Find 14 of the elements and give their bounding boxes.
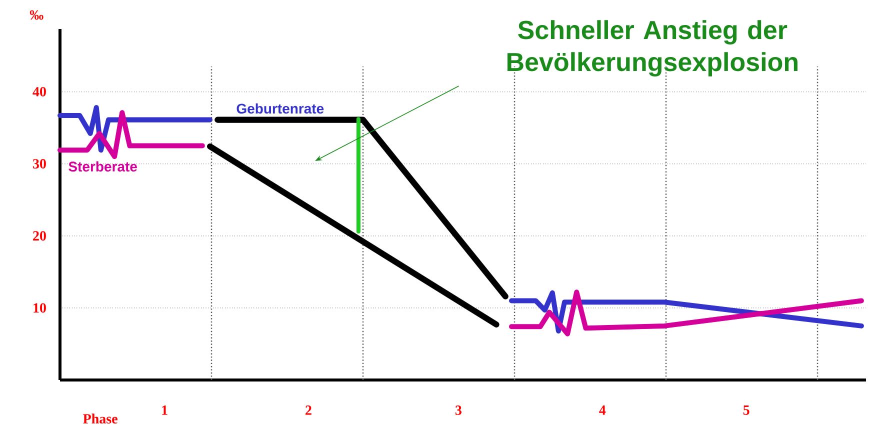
y-tick-label: 20 — [33, 231, 46, 241]
x-tick-label: 4 — [599, 406, 606, 415]
series-label: Sterberate — [68, 161, 137, 172]
x-tick-label: 3 — [455, 406, 462, 415]
x-tick-label: 5 — [743, 406, 750, 415]
x-tick-label: 1 — [162, 406, 168, 415]
annotation: Schneller Anstieg der Bevölkerungsexplosion — [508, 20, 798, 76]
y-tick-label: 10 — [34, 303, 46, 313]
series-label: Geburtenrate — [236, 103, 324, 114]
x-tick-label: 2 — [306, 406, 312, 415]
x-axis-title: Phase — [83, 414, 118, 424]
y-axis-title: ‰ — [30, 10, 44, 20]
y-tick-label: 40 — [32, 86, 46, 96]
y-tick-label: 30 — [33, 159, 46, 169]
